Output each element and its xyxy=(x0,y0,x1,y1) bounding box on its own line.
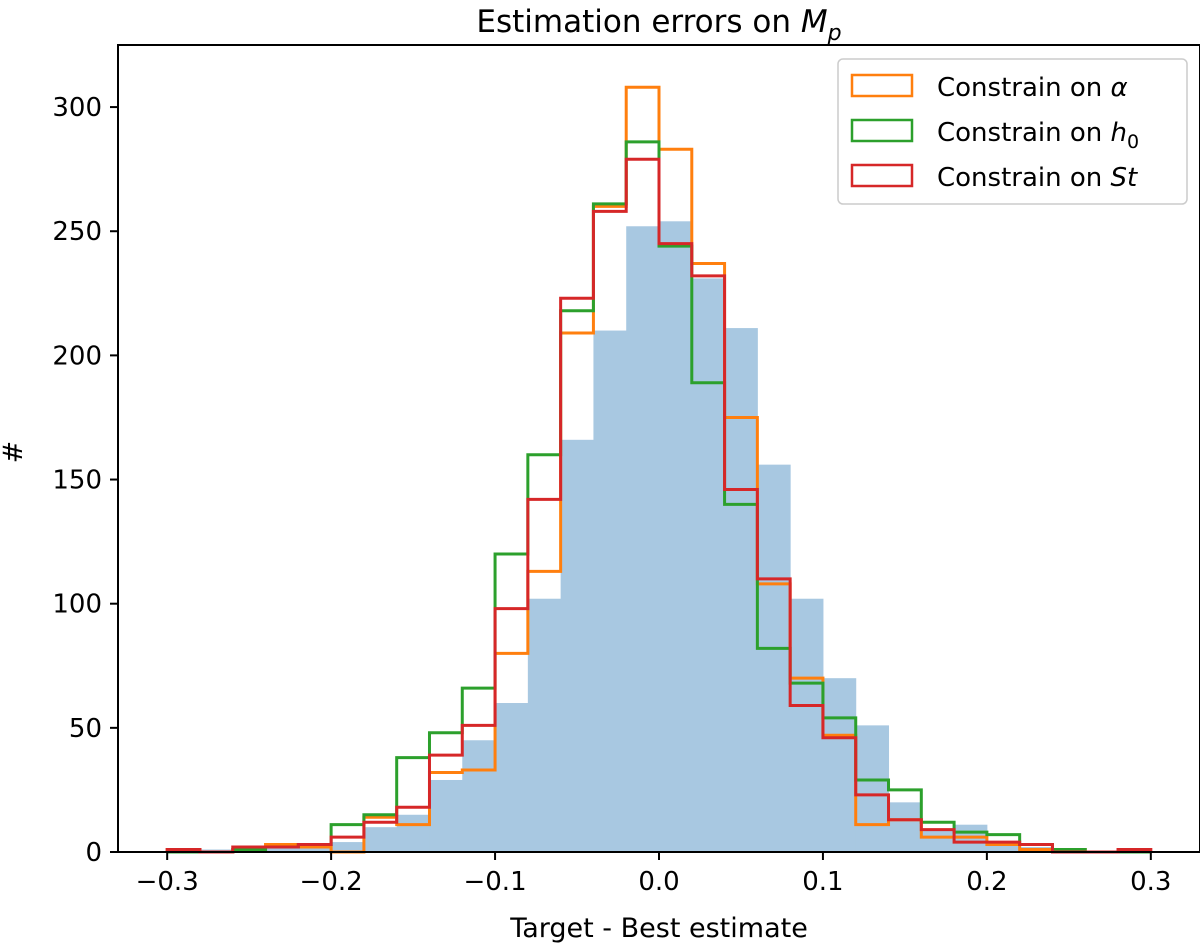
background-bar xyxy=(691,278,726,852)
background-bar xyxy=(527,598,562,852)
background-bar xyxy=(855,725,890,852)
x-tick-label: 0.2 xyxy=(966,867,1007,897)
legend-frame xyxy=(837,58,1188,205)
background-bar xyxy=(462,740,496,852)
background-histogram xyxy=(199,221,1086,852)
background-bar xyxy=(363,827,398,852)
x-tick-label: 0.0 xyxy=(638,867,679,897)
background-bar xyxy=(265,847,299,852)
y-axis: 0 50 100 150 200 250 300 xyxy=(52,93,118,868)
background-bar xyxy=(790,598,824,852)
legend: Constrain on α Constrain on h0 Constrain o… xyxy=(837,58,1188,205)
background-bar xyxy=(396,814,430,852)
y-axis-label: # xyxy=(0,441,29,464)
legend-label: Constrain on α xyxy=(937,73,1128,103)
x-tick-label: −0.3 xyxy=(136,867,199,897)
background-bar xyxy=(757,464,791,852)
background-bar xyxy=(921,829,955,852)
background-bar xyxy=(724,328,758,852)
x-tick-label: 0.1 xyxy=(802,867,843,897)
x-axis: −0.3 −0.2 −0.1 0.0 0.1 0.2 0.3 xyxy=(136,852,1171,897)
step-series-group xyxy=(165,85,1153,854)
legend-label: Constrain on St xyxy=(937,163,1138,193)
background-bar xyxy=(429,779,463,852)
background-bar xyxy=(495,703,529,852)
y-tick-label: 150 xyxy=(52,466,102,496)
legend-swatch xyxy=(850,118,914,143)
x-tick-label: −0.2 xyxy=(300,867,363,897)
background-bar xyxy=(659,221,693,852)
background-bar xyxy=(822,678,857,852)
y-tick-label: 50 xyxy=(69,714,102,744)
legend-label: Constrain on h0 xyxy=(937,118,1139,153)
x-tick-label: −0.1 xyxy=(463,867,526,897)
background-bar xyxy=(986,842,1021,852)
background-bar xyxy=(593,330,627,852)
legend-entries: Constrain on α Constrain on h0 Constrain o… xyxy=(850,73,1139,193)
legend-swatch xyxy=(850,73,914,98)
background-bar xyxy=(298,847,332,852)
background-bar xyxy=(331,842,365,852)
series-step-3 xyxy=(165,157,1153,854)
legend-swatch xyxy=(850,163,914,188)
chart-title: Estimation errors on Mp xyxy=(476,4,841,46)
y-tick-label: 250 xyxy=(52,217,102,247)
chart-title-math-sub: p xyxy=(827,21,842,46)
x-axis-label: Target - Best estimate xyxy=(509,913,808,944)
chart-title-math: M xyxy=(801,4,828,40)
y-tick-label: 300 xyxy=(52,93,102,123)
background-bar xyxy=(560,439,594,852)
y-tick-label: 200 xyxy=(52,341,102,371)
x-tick-label: 0.3 xyxy=(1130,867,1171,897)
y-tick-label: 0 xyxy=(85,838,102,868)
y-tick-label: 100 xyxy=(52,590,102,620)
background-bar xyxy=(626,226,660,852)
chart-title-text: Estimation errors on xyxy=(476,4,800,40)
background-bar xyxy=(888,802,922,852)
